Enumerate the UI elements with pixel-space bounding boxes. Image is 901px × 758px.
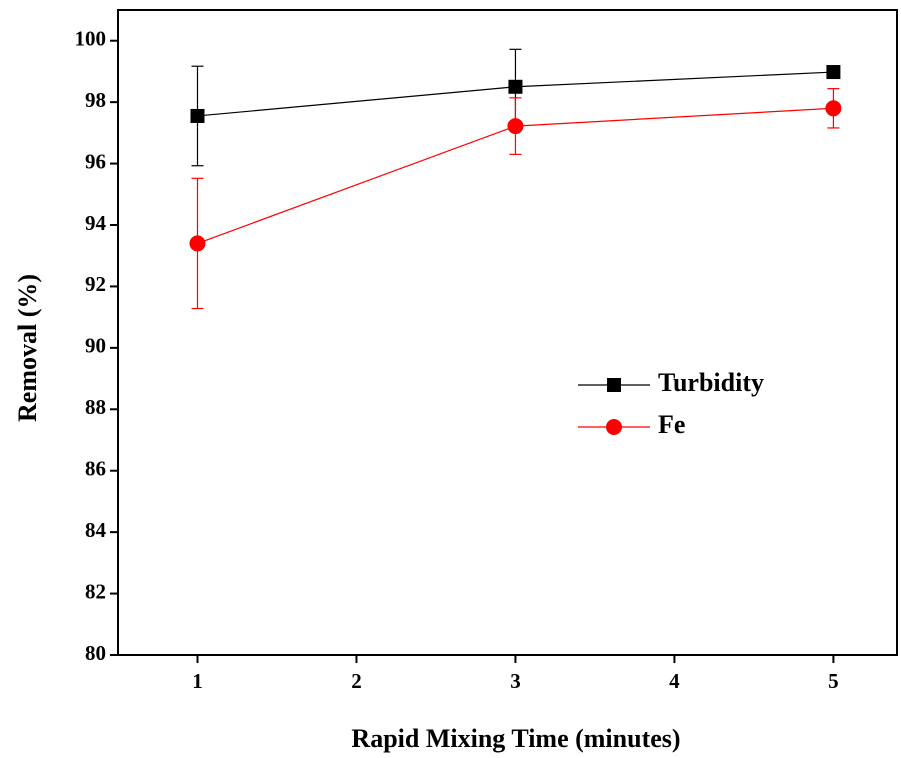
y-tick-label: 96: [85, 149, 106, 173]
plot-frame: [117, 9, 898, 656]
legend-marker: [607, 378, 621, 392]
y-axis-title: Removal (%): [13, 274, 42, 422]
x-tick-label: 4: [669, 669, 680, 693]
marker: [508, 79, 523, 94]
y-tick-label: 84: [85, 518, 107, 542]
y-tick-label: 86: [85, 457, 106, 481]
y-tick-label: 88: [85, 395, 106, 419]
x-axis-title: Rapid Mixing Time (minutes): [351, 724, 680, 753]
marker: [825, 100, 842, 117]
x-tick-label: 1: [192, 669, 203, 693]
x-tick-label: 2: [351, 669, 362, 693]
x-tick-label: 5: [828, 669, 839, 693]
y-tick-label: 94: [85, 211, 107, 235]
marker: [189, 235, 206, 252]
y-tick-label: 90: [85, 334, 106, 358]
marker: [507, 118, 524, 135]
y-tick-label: 80: [85, 641, 106, 665]
legend-marker: [606, 419, 622, 435]
y-tick-label: 100: [75, 27, 107, 51]
legend-label: Turbidity: [658, 368, 764, 397]
y-tick-label: 92: [85, 272, 106, 296]
x-tick-label: 3: [510, 669, 521, 693]
marker: [826, 65, 841, 80]
y-tick-label: 82: [85, 579, 106, 603]
y-tick-label: 98: [85, 88, 106, 112]
legend-label: Fe: [658, 410, 685, 439]
marker: [190, 108, 205, 123]
